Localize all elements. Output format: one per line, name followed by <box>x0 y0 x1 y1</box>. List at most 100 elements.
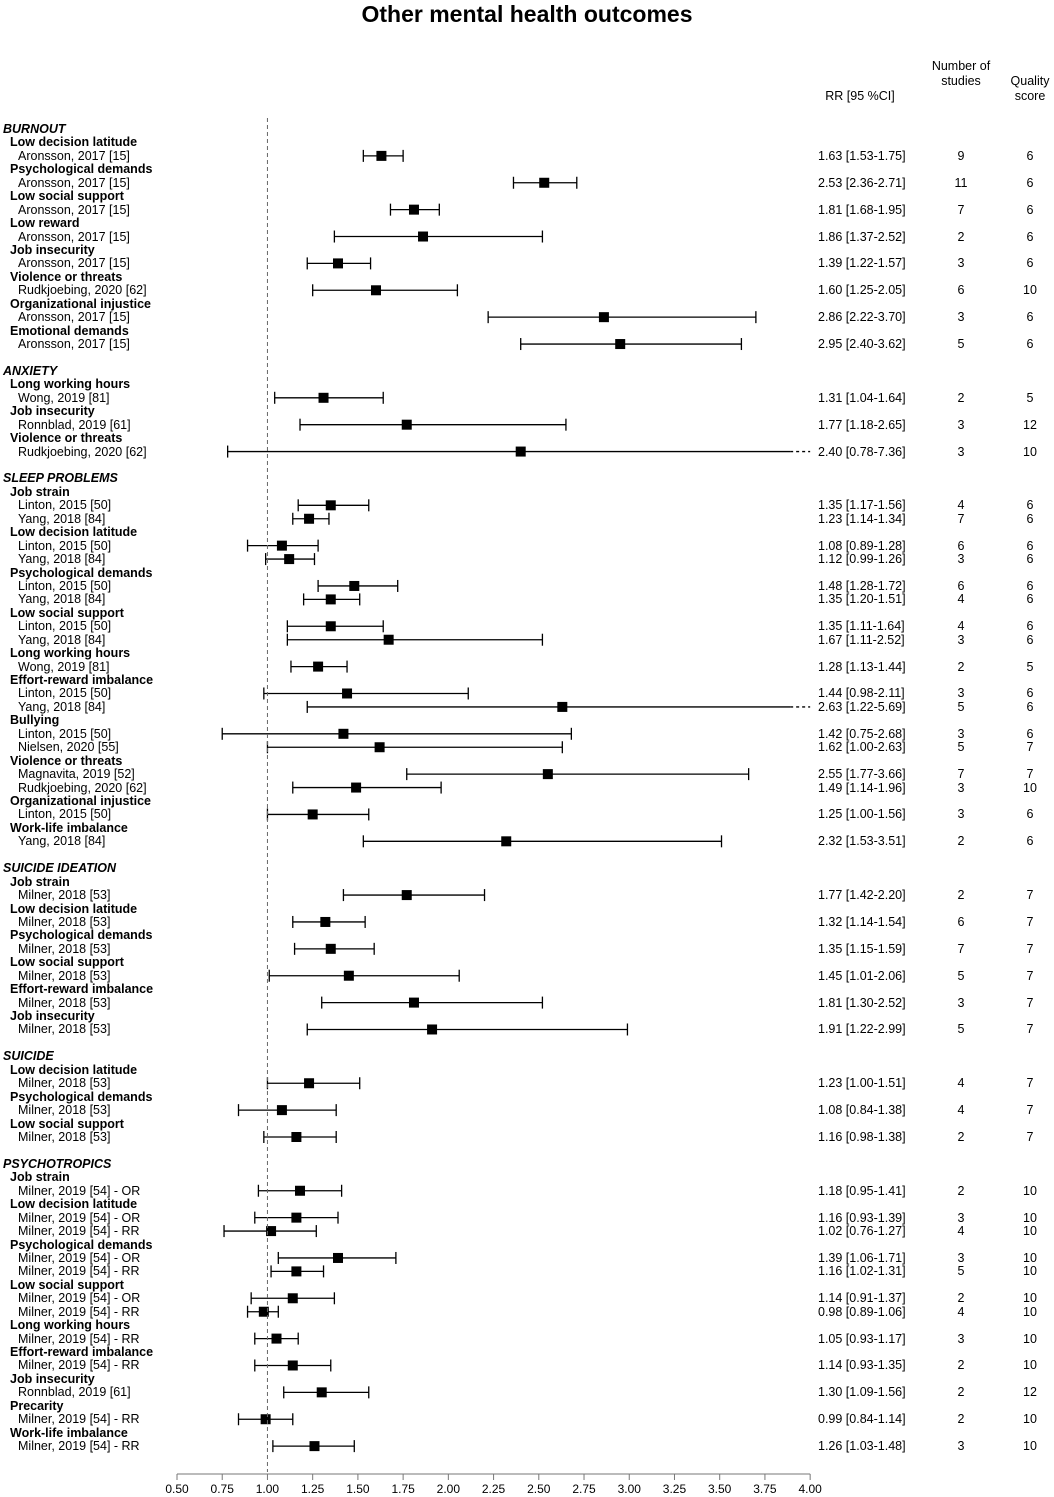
point-estimate <box>309 1441 320 1452</box>
quality-score: 7 <box>1026 1022 1034 1037</box>
estimate-text: 2.55 [1.77-3.66] <box>818 767 906 782</box>
exposure-label: Psychological demands <box>10 1237 153 1252</box>
quality-score: 6 <box>1026 175 1034 190</box>
study-label: Linton, 2015 [50] <box>18 498 112 513</box>
number-of-studies: 5 <box>957 337 965 352</box>
x-tick-label: 3.25 <box>662 1482 687 1496</box>
point-estimate <box>376 150 387 161</box>
quality-score: 7 <box>1026 740 1034 755</box>
study-label: Milner, 2019 [54] - OR <box>18 1250 141 1265</box>
exposure-label: Long working hours <box>10 1318 131 1333</box>
study-label: Linton, 2015 [50] <box>18 807 112 822</box>
point-estimate <box>320 916 331 927</box>
quality-score: 10 <box>1023 283 1037 298</box>
number-of-studies: 3 <box>957 726 965 741</box>
number-of-studies: 3 <box>957 552 965 567</box>
x-tick-label: 2.50 <box>527 1482 551 1496</box>
point-estimate <box>291 1212 302 1223</box>
number-of-studies: 11 <box>954 175 968 190</box>
quality-score: 6 <box>1026 148 1034 163</box>
quality-score: 10 <box>1023 1250 1037 1265</box>
x-tick-label: 1.75 <box>391 1482 415 1496</box>
quality-score: 6 <box>1026 726 1034 741</box>
number-of-studies: 3 <box>957 1250 965 1265</box>
study-label: Rudkjoebing, 2020 [62] <box>18 780 147 795</box>
number-of-studies: 2 <box>957 229 965 244</box>
exposure-label: Low social support <box>10 1116 124 1131</box>
estimate-text: 2.86 [2.22-3.70] <box>818 310 906 325</box>
number-of-studies: 3 <box>957 995 965 1010</box>
exposure-label: Low decision latitude <box>10 525 138 540</box>
estimate-text: 1.81 [1.30-2.52] <box>818 995 906 1010</box>
exposure-label: Low decision latitude <box>10 1062 138 1077</box>
quality-score: 5 <box>1026 659 1034 674</box>
study-label: Linton, 2015 [50] <box>18 686 112 701</box>
point-estimate <box>338 728 349 739</box>
x-tick-label: 1.00 <box>255 1482 280 1496</box>
estimate-text: 1.77 [1.42-2.20] <box>818 888 906 903</box>
x-tick-label: 0.50 <box>165 1482 189 1496</box>
estimate-text: 1.08 [0.84-1.38] <box>818 1103 906 1118</box>
number-of-studies: 3 <box>957 444 965 459</box>
x-tick-label: 1.50 <box>346 1482 370 1496</box>
study-label: Rudkjoebing, 2020 [62] <box>18 444 147 459</box>
quality-score: 10 <box>1023 1358 1037 1373</box>
point-estimate <box>408 997 419 1008</box>
group-heading: SUICIDE IDEATION <box>3 861 116 876</box>
number-of-studies: 2 <box>957 1385 965 1400</box>
quality-score: 6 <box>1026 619 1034 634</box>
number-of-studies: 4 <box>957 1304 965 1319</box>
study-label: Milner, 2019 [54] - OR <box>18 1210 141 1225</box>
study-label: Milner, 2019 [54] - RR <box>18 1264 140 1279</box>
quality-score: 7 <box>1026 914 1034 929</box>
point-estimate <box>333 258 344 269</box>
number-of-studies: 4 <box>957 619 965 634</box>
number-of-studies: 3 <box>957 686 965 701</box>
estimate-text: 1.02 [0.76-1.27] <box>818 1224 906 1239</box>
study-label: Aronsson, 2017 [15] <box>18 175 130 190</box>
estimate-text: 1.60 [1.25-2.05] <box>818 283 906 298</box>
quality-score: 6 <box>1026 632 1034 647</box>
number-of-studies: 5 <box>957 1264 965 1279</box>
quality-score: 10 <box>1023 1291 1037 1306</box>
number-of-studies: 2 <box>957 1412 965 1427</box>
x-tick-label: 2.00 <box>436 1482 461 1496</box>
exposure-label: Work-life imbalance <box>10 1425 128 1440</box>
study-label: Wong, 2019 [81] <box>18 659 110 674</box>
quality-score: 10 <box>1023 444 1037 459</box>
exposure-label: Effort-reward imbalance <box>10 1345 154 1360</box>
estimate-text: 1.91 [1.22-2.99] <box>818 1022 906 1037</box>
number-of-studies: 5 <box>957 968 965 983</box>
point-estimate <box>351 782 362 793</box>
estimate-text: 1.81 [1.68-1.95] <box>818 202 906 217</box>
number-of-studies: 5 <box>957 740 965 755</box>
number-of-studies: 7 <box>957 511 965 526</box>
study-label: Magnavita, 2019 [52] <box>18 767 135 782</box>
exposure-label: Long working hours <box>10 377 131 392</box>
estimate-text: 1.08 [0.89-1.28] <box>818 538 906 553</box>
estimate-text: 2.63 [1.22-5.69] <box>818 699 906 714</box>
number-of-studies: 5 <box>957 699 965 714</box>
exposure-label: Organizational injustice <box>10 794 151 808</box>
estimate-text: 1.35 [1.11-1.64] <box>818 619 905 634</box>
quality-score: 6 <box>1026 686 1034 701</box>
quality-score: 7 <box>1026 968 1034 983</box>
exposure-label: Job insecurity <box>10 242 95 257</box>
quality-score: 6 <box>1026 592 1034 607</box>
estimate-text: 1.23 [1.14-1.34] <box>818 511 906 526</box>
study-label: Yang, 2018 [84] <box>18 552 106 567</box>
exposure-label: Violence or threats <box>10 753 123 768</box>
point-estimate <box>284 554 295 565</box>
quality-score: 7 <box>1026 1103 1034 1118</box>
estimate-text: 1.63 [1.53-1.75] <box>818 148 906 163</box>
study-label: Aronsson, 2017 [15] <box>18 202 130 217</box>
number-of-studies: 4 <box>957 592 965 607</box>
estimate-text: 1.35 [1.17-1.56] <box>818 498 906 513</box>
estimate-text: 1.30 [1.09-1.56] <box>818 1385 906 1400</box>
x-tick-label: 3.00 <box>617 1482 641 1496</box>
point-estimate <box>325 621 336 632</box>
exposure-label: Low social support <box>10 605 124 620</box>
estimate-text: 1.32 [1.14-1.54] <box>818 914 906 929</box>
study-label: Milner, 2018 [53] <box>18 995 111 1010</box>
point-estimate <box>401 419 412 430</box>
